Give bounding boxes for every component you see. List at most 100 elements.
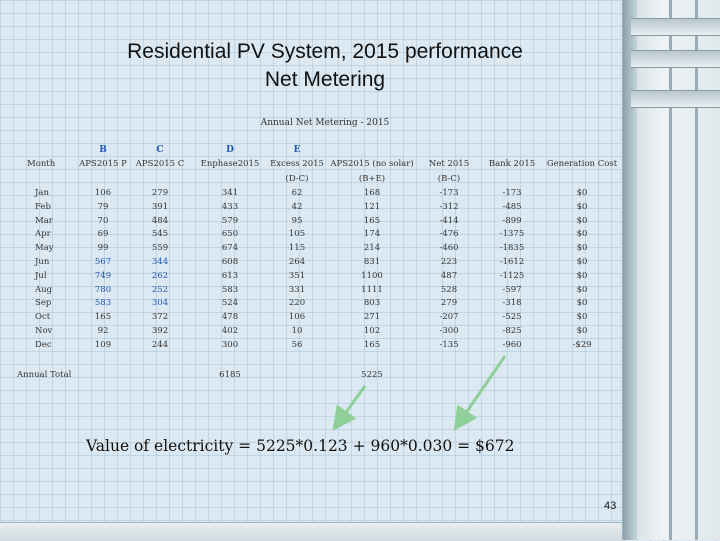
table-cell: 62 <box>291 188 303 198</box>
table-cell: -485 <box>502 201 522 212</box>
table-cell: -207 <box>439 312 459 323</box>
table-cell: 567 <box>94 257 112 267</box>
table-cell: 300 <box>221 339 239 350</box>
table-cell: 106 <box>94 188 112 198</box>
table-cell: 372 <box>151 312 169 323</box>
table-cell: 559 <box>151 243 169 254</box>
table-cell: 92 <box>97 326 109 336</box>
table-cell: 105 <box>288 229 306 240</box>
table-cell-month: Aug <box>35 284 53 295</box>
table-cell: 106 <box>288 312 306 323</box>
table-cell: 674 <box>221 243 239 254</box>
column-header: APS2015 C <box>135 159 185 169</box>
table-cell: 244 <box>151 339 169 350</box>
column-letter: D <box>226 145 234 155</box>
table-cell: 70 <box>97 215 109 226</box>
table-cell: 780 <box>94 284 112 295</box>
table-cell: $0 <box>576 201 588 212</box>
table-cell: 42 <box>291 201 303 212</box>
table-cell: -$29 <box>572 339 592 350</box>
table-cell: $0 <box>576 326 588 336</box>
ruler-stripe <box>695 0 698 540</box>
table-cell: 264 <box>288 257 306 267</box>
column-letter: B <box>99 145 107 155</box>
table-cell: 583 <box>94 298 112 309</box>
column-header: APS2015 P <box>79 159 127 169</box>
table-cell: $0 <box>576 188 588 198</box>
table-cell: 271 <box>363 312 381 323</box>
table-cell-month: Jun <box>35 257 50 267</box>
table-cell: 102 <box>363 326 381 336</box>
table-cell: 402 <box>221 326 239 336</box>
table-cell-month: Jan <box>35 188 49 198</box>
column-subheader: (D-C) <box>285 174 309 184</box>
ruler-decoration-bottom <box>0 522 622 541</box>
table-cell: -312 <box>439 201 459 212</box>
table-cell: 174 <box>363 229 381 240</box>
table-cell: 392 <box>151 326 169 336</box>
table-cell-month: Oct <box>35 312 51 323</box>
table-cell: 524 <box>221 298 239 309</box>
table-cell: 165 <box>363 339 381 350</box>
table-cell: 344 <box>151 257 169 267</box>
table-cell: 10 <box>291 326 303 336</box>
table-cell: 220 <box>288 298 306 309</box>
table-cell-month: Dec <box>35 339 52 350</box>
table-cell: $0 <box>576 243 588 254</box>
table-cell: 579 <box>221 215 239 226</box>
table-cell: $0 <box>576 284 588 295</box>
table-cell: 95 <box>291 215 303 226</box>
table-caption: Annual Net Metering - 2015 <box>260 118 390 128</box>
column-header: Month <box>27 159 56 169</box>
table-cell: -825 <box>502 326 522 336</box>
table-cell: 351 <box>288 270 306 281</box>
table-cell: 168 <box>363 188 381 198</box>
table-cell-month: Feb <box>35 201 51 212</box>
column-letter: C <box>156 145 164 155</box>
table-cell: 749 <box>94 270 112 281</box>
column-header: Excess 2015 <box>270 159 324 169</box>
table-cell: 165 <box>363 215 381 226</box>
column-header: APS2015 (no solar) <box>330 159 414 169</box>
table-cell: 487 <box>440 270 458 281</box>
annual-total-enphase: 6185 <box>219 370 241 380</box>
ruler-bar <box>631 18 720 36</box>
table-cell: 391 <box>151 201 169 212</box>
table-cell: 99 <box>97 243 109 254</box>
ruler-shade <box>623 0 637 540</box>
table-cell: 79 <box>97 201 109 212</box>
table-cell: -899 <box>502 215 522 226</box>
table-cell: 1111 <box>361 284 383 295</box>
table-cell: -173 <box>439 188 459 198</box>
table-cell: 223 <box>440 257 458 267</box>
table-cell: 484 <box>151 215 169 226</box>
table-cell: -597 <box>502 284 522 295</box>
table-cell: 433 <box>221 201 239 212</box>
table-cell: 331 <box>288 284 306 295</box>
table-cell: 279 <box>151 188 169 198</box>
table-cell: 583 <box>221 284 239 295</box>
column-subheader: (B-C) <box>437 174 461 184</box>
table-cell: 252 <box>151 284 169 295</box>
arrow-to-5225 <box>332 385 367 431</box>
table-cell: 56 <box>291 339 303 350</box>
table-cell: $0 <box>576 312 588 323</box>
table-cell: -318 <box>502 298 522 309</box>
table-cell: 121 <box>363 201 381 212</box>
ruler-bar <box>631 50 720 68</box>
table-cell: 608 <box>221 257 239 267</box>
column-letter: E <box>293 145 301 155</box>
table-cell: 109 <box>94 339 112 350</box>
table-cell: 1100 <box>361 270 383 281</box>
table-cell: -1612 <box>499 257 525 267</box>
value-formula: Value of electricity = 5225*0.123 + 960*… <box>86 437 515 455</box>
page-number: 43 <box>604 500 617 512</box>
ruler-bar <box>631 90 720 108</box>
table-cell: -460 <box>439 243 459 254</box>
table-cell: -173 <box>502 188 522 198</box>
annual-total-no-solar: 5225 <box>361 370 383 380</box>
table-cell: 115 <box>288 243 306 254</box>
table-cell-month: Jul <box>35 270 47 281</box>
table-cell-month: May <box>35 243 54 254</box>
table-cell: $0 <box>576 257 588 267</box>
